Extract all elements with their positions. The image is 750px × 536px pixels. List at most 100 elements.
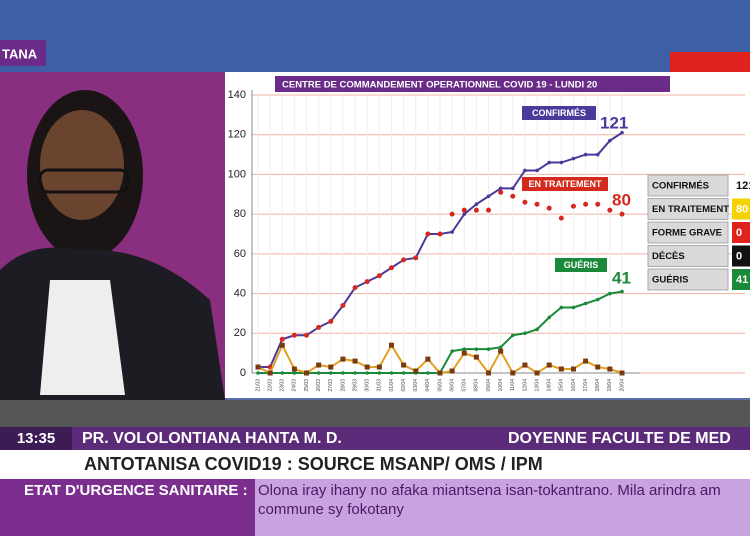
- point: [474, 202, 479, 207]
- face: [40, 110, 124, 220]
- point: [267, 370, 273, 376]
- legend-label: CONFIRMÉS: [532, 108, 586, 118]
- table-value-cell: [732, 222, 750, 243]
- point: [389, 371, 394, 375]
- point: [364, 364, 370, 370]
- point: [279, 336, 285, 342]
- headline: ANTOTANISA COVID19 : SOURCE MSANP/ OMS /…: [84, 454, 543, 474]
- point: [510, 370, 516, 376]
- point: [559, 160, 564, 165]
- point: [291, 366, 297, 372]
- point: [534, 201, 540, 207]
- ticker-label-box: ETAT D'URGENCE SANITAIRE :: [0, 479, 255, 536]
- callout-box: [522, 106, 596, 120]
- point: [522, 199, 528, 205]
- point: [437, 370, 443, 376]
- point: [255, 364, 261, 370]
- point: [256, 371, 260, 375]
- x-tick-label: 09/04: [486, 379, 492, 392]
- point: [620, 130, 624, 135]
- table-value: 80: [736, 203, 748, 215]
- point: [316, 371, 321, 375]
- point: [486, 347, 491, 351]
- point: [583, 301, 588, 306]
- point: [607, 366, 613, 372]
- point: [353, 371, 357, 375]
- point: [425, 356, 431, 362]
- point: [559, 305, 564, 310]
- point: [571, 156, 576, 161]
- point: [461, 207, 467, 213]
- table-value: 41: [736, 274, 748, 286]
- x-tick-label: 25/03: [304, 379, 310, 392]
- point: [425, 231, 431, 237]
- studio-top: [0, 0, 750, 72]
- x-tick-label: 01/04: [389, 379, 395, 392]
- glasses: [38, 168, 130, 194]
- point: [535, 168, 539, 173]
- point: [426, 371, 430, 375]
- point: [620, 289, 624, 294]
- point: [352, 358, 358, 364]
- point: [619, 370, 625, 376]
- y-tick-label: 40: [234, 287, 246, 299]
- x-tick-label: 05/04: [437, 379, 443, 392]
- table-label: DÉCÈS: [652, 251, 685, 262]
- point: [534, 370, 540, 376]
- point: [401, 257, 407, 263]
- x-tick-label: 13/04: [534, 379, 540, 392]
- table-label-cell: [647, 268, 729, 291]
- data-label: 80: [612, 190, 631, 209]
- point: [449, 368, 455, 374]
- x-tick-label: 06/04: [449, 379, 455, 392]
- point: [316, 324, 322, 330]
- x-tick-label: 28/03: [340, 379, 346, 392]
- name-bar: 13:35 PR. VOLOLONTIANA HANTA M. D. DOYEN…: [0, 427, 750, 450]
- y-tick-label: 0: [240, 367, 246, 379]
- point: [522, 362, 528, 368]
- point: [583, 152, 588, 157]
- point: [583, 201, 589, 207]
- x-tick-label: 31/03: [377, 379, 383, 392]
- point: [523, 168, 527, 173]
- x-tick-label: 02/04: [401, 379, 407, 392]
- point: [608, 138, 612, 143]
- clock: 13:35: [0, 427, 72, 450]
- y-tick-label: 60: [234, 248, 246, 260]
- point: [413, 255, 419, 261]
- x-tick-label: 07/04: [462, 379, 468, 392]
- x-tick-label: 18/04: [595, 379, 601, 392]
- point: [401, 362, 407, 368]
- point: [546, 205, 552, 211]
- point: [279, 342, 285, 348]
- callout-box: [522, 177, 608, 191]
- y-tick-label: 20: [234, 327, 246, 339]
- point: [547, 315, 551, 320]
- title-bar: [275, 76, 670, 92]
- point: [365, 371, 370, 375]
- point: [570, 203, 576, 209]
- point: [558, 366, 564, 372]
- point: [291, 332, 297, 338]
- point: [547, 160, 551, 165]
- table-value-cell: [732, 198, 750, 220]
- table-label-cell: [647, 174, 729, 197]
- point: [413, 368, 419, 374]
- ticker-label: ETAT D'URGENCE SANITAIRE :: [24, 482, 248, 499]
- point: [474, 347, 479, 351]
- x-tick-label: 14/04: [547, 379, 553, 392]
- table-value-cell: [732, 269, 750, 290]
- point: [462, 212, 467, 216]
- point: [607, 207, 613, 213]
- point: [280, 371, 285, 375]
- x-tick-label: 29/03: [352, 379, 358, 392]
- point: [328, 364, 334, 370]
- point: [450, 349, 454, 353]
- table-value: 0: [736, 250, 742, 262]
- table-label: FORME GRAVE: [652, 228, 722, 239]
- point: [388, 342, 394, 348]
- point: [498, 186, 503, 191]
- x-tick-label: 12/04: [522, 379, 528, 392]
